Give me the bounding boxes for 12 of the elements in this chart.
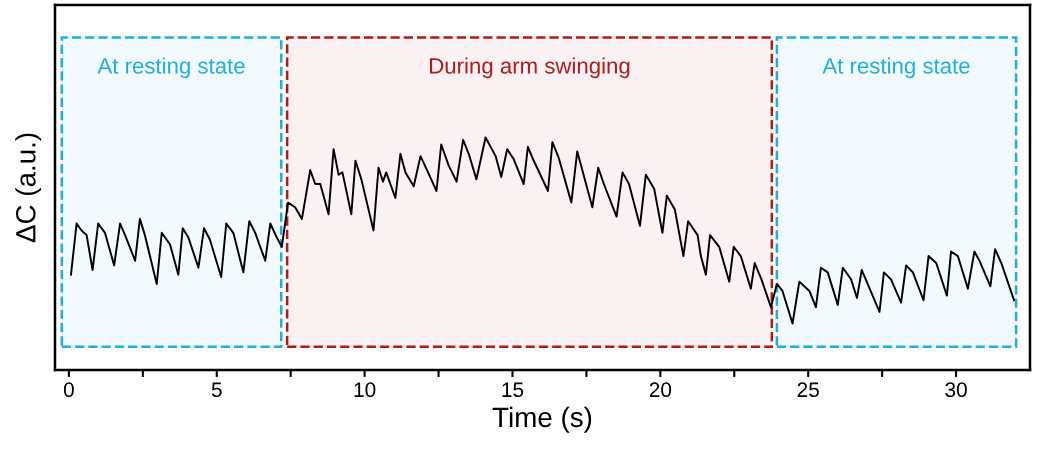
x-tick-label: 0 xyxy=(63,382,74,398)
x-tick-label: 15 xyxy=(502,382,524,398)
x-tick-label: 25 xyxy=(797,382,819,398)
x-axis-title: Time (s) xyxy=(492,406,592,433)
x-tick-label: 20 xyxy=(649,382,672,398)
band-label: At resting state xyxy=(97,57,245,79)
x-tick-label: 10 xyxy=(354,382,376,398)
x-tick-label: 5 xyxy=(211,382,222,398)
y-axis-title: ΔC (a.u.) xyxy=(15,133,42,243)
band-label: During arm swinging xyxy=(430,57,630,79)
x-tick-label: 30 xyxy=(945,382,967,398)
band-label: At resting state xyxy=(822,57,970,79)
